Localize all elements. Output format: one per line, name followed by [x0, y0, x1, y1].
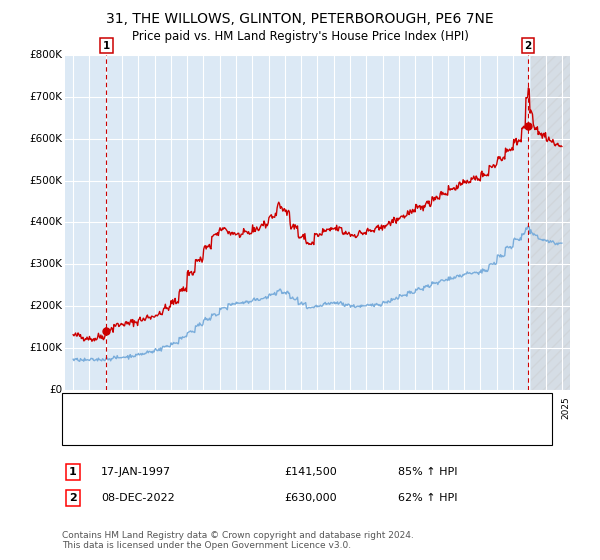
Text: 2005: 2005: [236, 396, 245, 419]
Text: 2024: 2024: [545, 396, 554, 419]
Text: 1: 1: [103, 41, 110, 51]
Text: 2002: 2002: [187, 396, 196, 419]
Text: 1996: 1996: [89, 396, 98, 419]
Text: 2016: 2016: [415, 396, 424, 419]
Text: 1999: 1999: [139, 396, 148, 419]
Text: 2015: 2015: [399, 396, 408, 419]
Text: £400K: £400K: [29, 217, 62, 227]
Text: Price paid vs. HM Land Registry's House Price Index (HPI): Price paid vs. HM Land Registry's House …: [131, 30, 469, 43]
Bar: [530, 55, 570, 390]
Text: 08-DEC-2022: 08-DEC-2022: [101, 493, 175, 503]
Text: 62% ↑ HPI: 62% ↑ HPI: [398, 493, 458, 503]
Text: 31, THE WILLOWS, GLINTON, PETERBOROUGH, PE6 7NE (detached house): 31, THE WILLOWS, GLINTON, PETERBOROUGH, …: [98, 401, 460, 411]
Text: 2014: 2014: [383, 396, 392, 419]
Text: 17-JAN-1997: 17-JAN-1997: [101, 467, 171, 477]
Bar: [530, 55, 570, 390]
Text: 2006: 2006: [253, 396, 262, 419]
Text: 2000: 2000: [155, 396, 164, 419]
Text: 2017: 2017: [431, 396, 440, 419]
Text: 2009: 2009: [301, 396, 310, 419]
Text: 2: 2: [69, 493, 77, 503]
Text: 2020: 2020: [481, 396, 490, 419]
Text: 2023: 2023: [529, 396, 538, 419]
Text: 2007: 2007: [269, 396, 278, 419]
Text: 1: 1: [69, 467, 77, 477]
Text: £600K: £600K: [29, 134, 62, 144]
Text: 2025: 2025: [562, 396, 571, 419]
Text: 85% ↑ HPI: 85% ↑ HPI: [398, 467, 458, 477]
Text: £700K: £700K: [29, 92, 62, 102]
Text: 2008: 2008: [285, 396, 294, 419]
Text: 2003: 2003: [203, 396, 212, 419]
Text: £630,000: £630,000: [284, 493, 337, 503]
Text: 2010: 2010: [317, 396, 326, 419]
Text: 2001: 2001: [171, 396, 180, 419]
Text: £500K: £500K: [29, 176, 62, 185]
Text: Contains HM Land Registry data © Crown copyright and database right 2024.
This d: Contains HM Land Registry data © Crown c…: [62, 531, 414, 550]
Text: £200K: £200K: [29, 301, 62, 311]
Text: £0: £0: [49, 385, 62, 395]
Text: 2022: 2022: [513, 396, 522, 419]
Text: 2011: 2011: [334, 396, 343, 419]
Text: £100K: £100K: [29, 343, 62, 353]
Text: HPI: Average price, detached house, City of Peterborough: HPI: Average price, detached house, City…: [98, 426, 379, 436]
Text: 2021: 2021: [497, 396, 506, 419]
Text: 2019: 2019: [464, 396, 473, 419]
Text: 2013: 2013: [367, 396, 376, 419]
Text: 1998: 1998: [122, 396, 131, 419]
Text: 31, THE WILLOWS, GLINTON, PETERBOROUGH, PE6 7NE: 31, THE WILLOWS, GLINTON, PETERBOROUGH, …: [106, 12, 494, 26]
Text: £141,500: £141,500: [284, 467, 337, 477]
Text: 2012: 2012: [350, 396, 359, 419]
Text: 1995: 1995: [73, 396, 82, 419]
Text: 2: 2: [524, 41, 532, 51]
Text: 2004: 2004: [220, 396, 229, 419]
Text: £800K: £800K: [29, 50, 62, 60]
Text: 1997: 1997: [106, 396, 115, 419]
Text: £300K: £300K: [29, 259, 62, 269]
Text: 2018: 2018: [448, 396, 457, 419]
